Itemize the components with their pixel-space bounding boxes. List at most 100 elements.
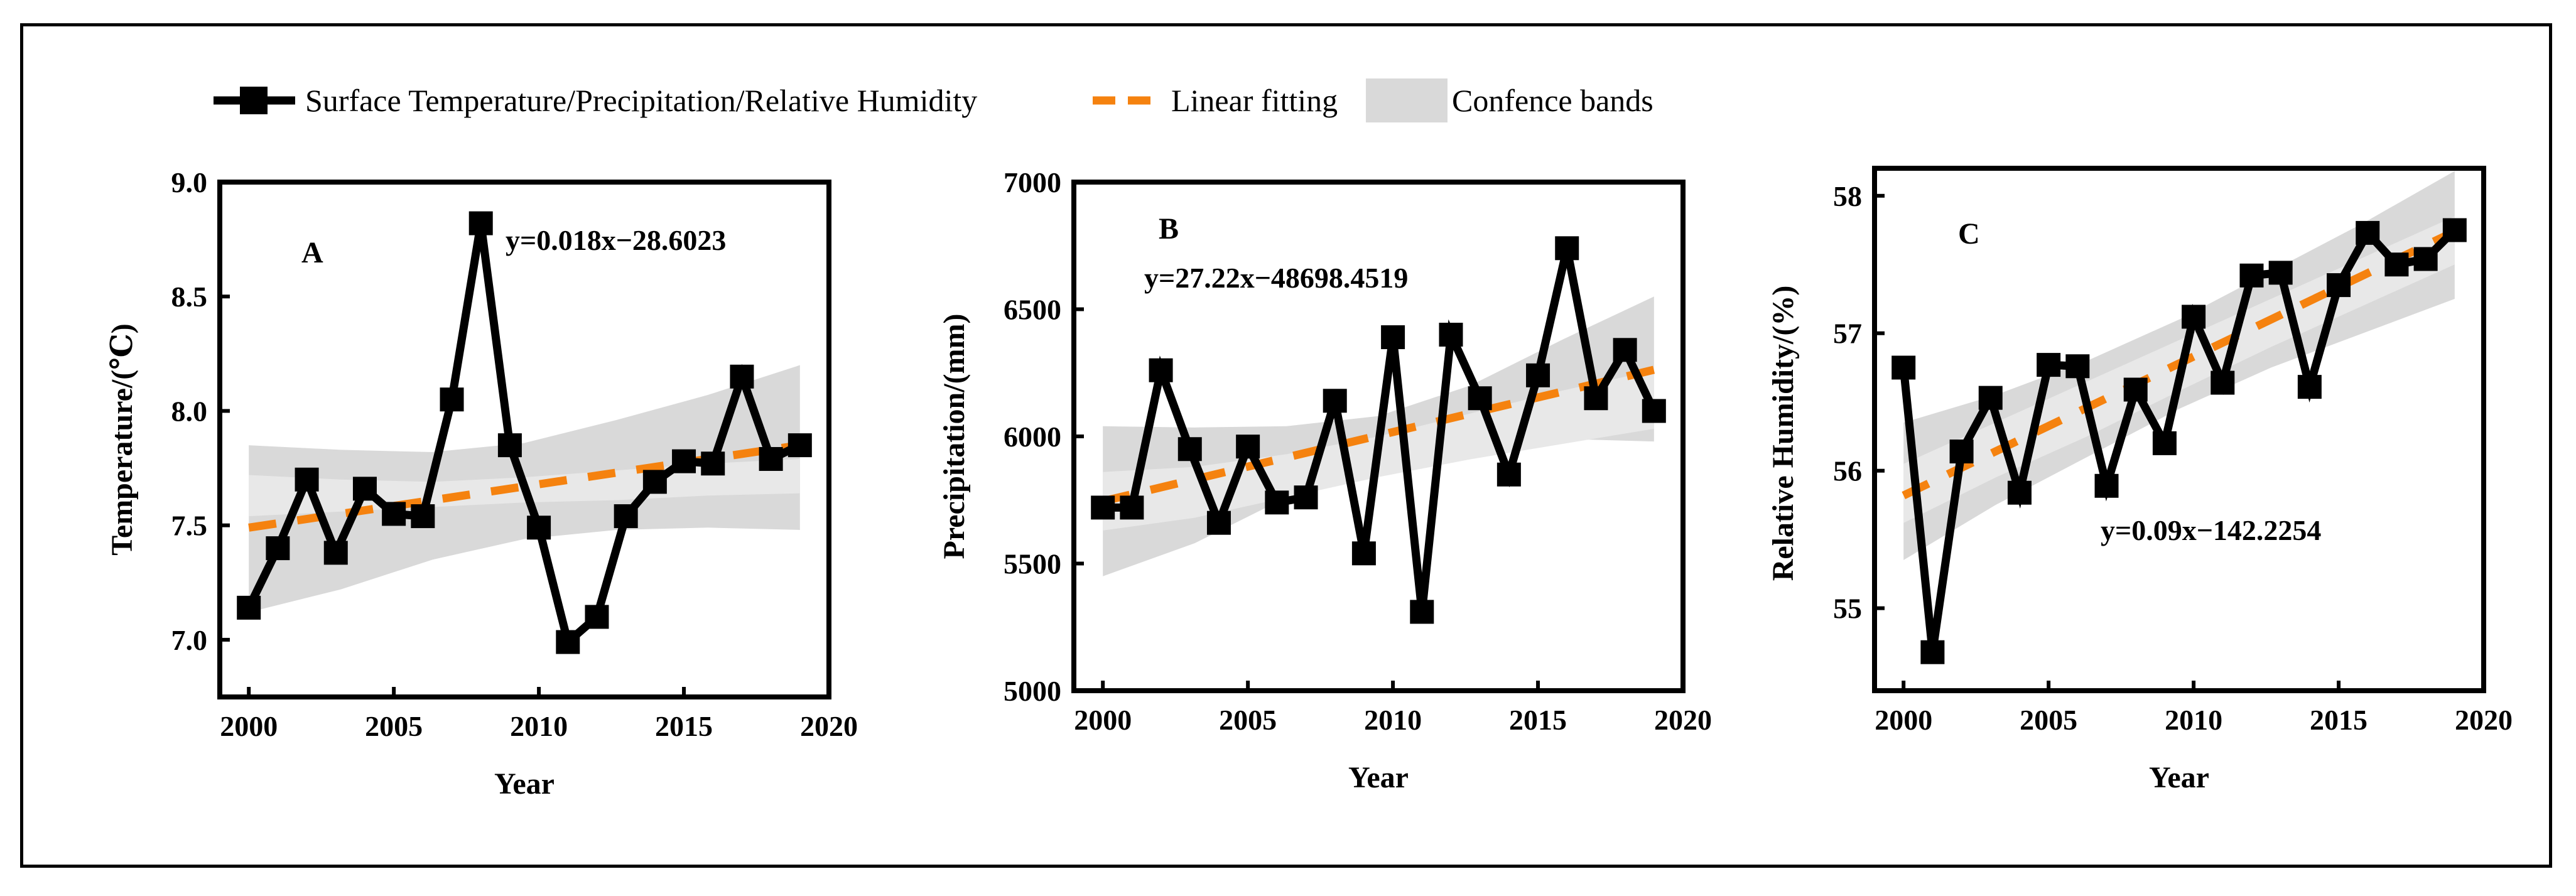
panel-c-point-2018 [2413, 247, 2438, 271]
legend-fit-label: Linear fitting [1171, 83, 1338, 118]
panel-a-point-2007 [440, 387, 464, 412]
panel-a-label: A [301, 236, 323, 269]
panel-b-point-2003 [1177, 437, 1202, 461]
panel-c-point-2006 [2065, 354, 2090, 379]
panel-a-ytick-label-8.5: 8.5 [171, 281, 208, 313]
panel-a-point-2012 [585, 605, 609, 629]
panel-a-series [237, 211, 812, 654]
panel-c-xaxis: 2000 2005 2010 2015 2020 [1875, 681, 2513, 736]
panel-a-point-2009 [497, 433, 522, 458]
panel-c-point-2012 [2239, 263, 2264, 288]
panel-c-point-2005 [2037, 353, 2061, 377]
panel-c-point-2003 [1978, 386, 2003, 410]
panel-b-series [1091, 236, 1666, 624]
panel-a-point-2018 [759, 446, 783, 471]
panel-a-point-2019 [787, 433, 812, 458]
panel-c-point-2001 [1920, 640, 1945, 664]
panel-b-point-2000 [1091, 495, 1115, 520]
panel-a-ylabel: Temperature/(℃) [106, 323, 139, 555]
panel-a-xtick-label-2000: 2000 [220, 710, 278, 742]
panel-c-point-2000 [1891, 355, 1916, 380]
panel-a-xtick-label-2005: 2005 [365, 710, 423, 742]
panel-c-xlabel: Year [2149, 761, 2209, 794]
panel-b-yaxis: 5000 5500 6000 6500 7000 [1004, 166, 1084, 707]
panel-b-point-2017 [1584, 386, 1608, 411]
panel-a-point-2002 [295, 467, 319, 492]
panel-b: 2000 2005 2010 2015 2020 5000 5500 6000 6500 700… [938, 166, 1712, 794]
panel-c-ytick-label-55: 55 [1833, 593, 1862, 625]
panel-b-point-2005 [1236, 435, 1260, 459]
panel-c-equation: y=0.09x−142.2254 [2101, 514, 2321, 546]
panel-c-label: C [1958, 217, 1980, 251]
panel-c-xtick-label-2020: 2020 [2455, 704, 2513, 736]
panel-c-point-2010 [2182, 305, 2206, 329]
panel-a-point-2015 [672, 449, 696, 473]
panel-a-ytick-label-9: 9.0 [171, 166, 208, 198]
panel-b-equation: y=27.22x−48698.4519 [1144, 262, 1408, 294]
panel-b-point-2007 [1294, 485, 1318, 510]
panel-c-point-2004 [2007, 480, 2032, 505]
panel-b-label: B [1159, 212, 1179, 246]
panel-c-ytick-label-56: 56 [1833, 455, 1862, 487]
panel-a-ytick-label-8: 8.0 [171, 395, 208, 427]
panel-a-point-2004 [352, 477, 377, 501]
panel-c-point-2007 [2094, 473, 2119, 498]
panel-a-point-2006 [411, 504, 435, 529]
panel-a-point-2017 [730, 364, 754, 389]
panel-b-point-2002 [1149, 358, 1173, 382]
panel-b-point-2016 [1555, 236, 1579, 261]
panel-b-point-2006 [1265, 490, 1289, 515]
panel-c-point-2017 [2384, 252, 2409, 277]
panel-a-plot-frame [217, 180, 831, 699]
panel-a-xtick-label-2020: 2020 [800, 710, 858, 742]
panel-c-xtick-label-2015: 2015 [2310, 704, 2368, 736]
panel-b-xtick-label-2020: 2020 [1654, 704, 1712, 736]
panel-b-ylabel: Precipitation/(mm) [938, 313, 971, 559]
panel-a-ytick-label-7.5: 7.5 [171, 510, 208, 542]
panel-b-xtick-label-2005: 2005 [1219, 704, 1277, 736]
panel-c-point-2009 [2152, 431, 2177, 455]
panel-b-point-2008 [1323, 389, 1347, 413]
panel-c-point-2013 [2268, 261, 2293, 285]
panel-b-ytick-label-7000: 7000 [1004, 166, 1061, 198]
panel-a-xtick-label-2015: 2015 [655, 710, 713, 742]
legend-band-swatch [1366, 78, 1448, 122]
panel-c-xtick-label-2010: 2010 [2165, 704, 2222, 736]
panel-a-xlabel: Year [494, 767, 555, 801]
panel-a-point-2003 [323, 541, 348, 565]
panel-b-point-2001 [1120, 495, 1144, 520]
panel-b-point-2004 [1206, 510, 1231, 535]
panel-c-point-2019 [2442, 218, 2467, 242]
panel-c-series [1891, 218, 2467, 664]
panel-c-ylabel: Relative Humidity/(%) [1767, 286, 1800, 581]
panel-b-xaxis: 2000 2005 2010 2015 2020 [1074, 681, 1712, 736]
panel-b-point-2015 [1526, 363, 1550, 387]
panel-a-point-2013 [614, 504, 638, 529]
panel-b-ytick-label-6000: 6000 [1004, 421, 1061, 453]
panel-a-xaxis: 2000 2005 2010 2015 2020 [220, 687, 858, 742]
panel-a-point-2016 [701, 451, 725, 476]
panel-b-point-2010 [1381, 325, 1405, 350]
panel-a-yaxis: 7.0 7.5 8.0 8.5 9.0 [171, 166, 230, 656]
panel-b-ytick-label-6500: 6500 [1004, 294, 1061, 326]
panel-c-point-2011 [2211, 370, 2235, 395]
panel-a-equation: y=0.018x−28.6023 [506, 224, 726, 256]
panel-c-point-2002 [1949, 440, 1974, 464]
legend: Surface Temperature/Precipitation/Relati… [214, 78, 1653, 122]
panel-a-ytick-label-7: 7.0 [171, 624, 208, 656]
panel-c-point-2014 [2297, 375, 2322, 399]
panel-b-point-2013 [1468, 386, 1492, 411]
panel-c-plot-frame [1872, 166, 2486, 693]
panel-c-point-2015 [2327, 273, 2351, 298]
figure-frame [20, 23, 2552, 868]
panel-b-point-2012 [1439, 323, 1463, 347]
legend-series-label: Surface Temperature/Precipitation/Relati… [305, 83, 977, 118]
panel-c-xtick-label-2005: 2005 [2020, 704, 2077, 736]
panel-a-point-2010 [527, 515, 551, 540]
panel-b-point-2011 [1410, 600, 1434, 624]
panel-b-point-2014 [1496, 462, 1521, 487]
panel-a-point-2011 [556, 630, 580, 654]
panel-c-point-2016 [2356, 220, 2380, 245]
panel-b-xtick-label-2000: 2000 [1074, 704, 1132, 736]
